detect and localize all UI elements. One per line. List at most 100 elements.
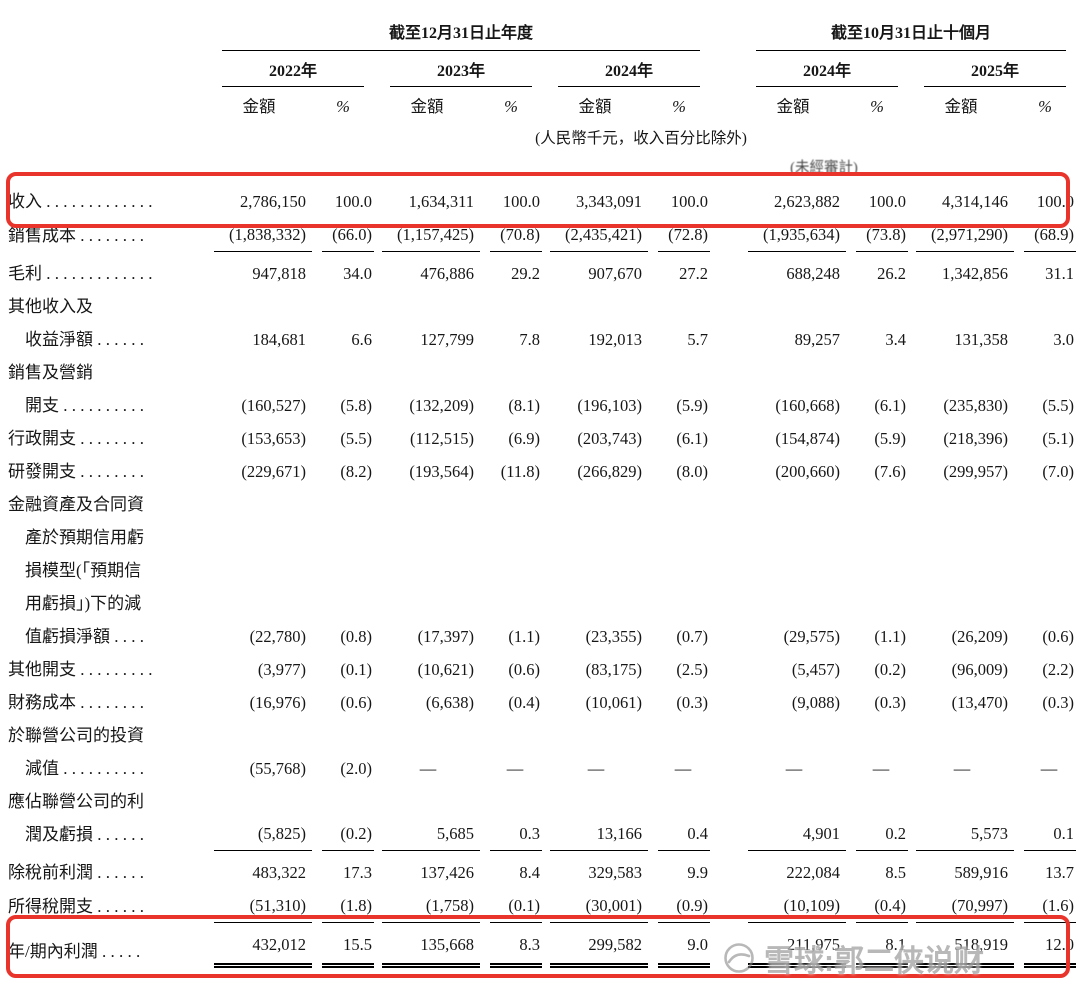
units-note-row: (人民幣千元，收入百分比除外) xyxy=(8,118,1076,152)
table-row: 所得稅開支 . . . . . . (51,310) (1.8) (1,758) (0.… xyxy=(8,889,1076,923)
row-label-line: 年/期內利潤 . . . . . xyxy=(8,942,141,961)
percent-cell: 6.6 xyxy=(351,330,372,349)
percent-cell: 13.7 xyxy=(1045,863,1074,882)
column-gap xyxy=(710,18,740,51)
year-col-2025-interim: 2025年 xyxy=(908,51,1076,87)
column-gap xyxy=(710,290,740,356)
year-col-2022: 2022年 xyxy=(206,51,374,87)
table-row: 財務成本 . . . . . . . . (16,976) (0.6) (6,638)… xyxy=(8,686,1076,719)
column-gap xyxy=(710,889,740,923)
row-label-line: 潤及虧損 . . . . . . xyxy=(25,825,144,844)
percent-cell: 7.8 xyxy=(519,330,540,349)
percent-cell: 100.0 xyxy=(1036,192,1074,211)
amount-header: 金額 xyxy=(944,97,978,116)
amount-cell: (10,061) xyxy=(585,693,642,712)
year-label: 2024年 xyxy=(558,51,700,87)
percent-cell: 8.3 xyxy=(480,923,542,968)
percent-cell: 0.4 xyxy=(648,785,710,851)
percent-cell: (0.3) xyxy=(676,693,708,712)
percent-cell: (5.9) xyxy=(676,396,708,415)
amount-cell: 483,322 xyxy=(252,863,306,882)
amount-cell: 1,634,311 xyxy=(408,192,474,211)
amount-cell: (10,109) xyxy=(740,889,846,923)
year-label: 2023年 xyxy=(390,51,532,87)
percent-cell: (0.3) xyxy=(874,693,906,712)
amount-cell: (193,564) xyxy=(409,462,474,481)
percent-cell: (8.1) xyxy=(508,396,540,415)
spacer xyxy=(908,152,1076,180)
amount-cell: (1,935,634) xyxy=(740,218,846,252)
amount-cell: 13,166 xyxy=(542,785,648,851)
percent-cell: (73.8) xyxy=(846,218,908,252)
percent-cell: (0.4) xyxy=(508,693,540,712)
column-gap xyxy=(710,686,740,719)
spacer xyxy=(8,118,206,152)
year-col-2024: 2024年 xyxy=(542,51,710,87)
percent-cell: 34.0 xyxy=(343,264,372,283)
period-group-interim-label: 截至10月31日止十個月 xyxy=(756,18,1066,51)
amount-cell: 3,343,091 xyxy=(576,192,642,211)
column-gap xyxy=(710,488,740,653)
amount-cell: 1,342,856 xyxy=(942,264,1008,283)
percent-cell: 5.7 xyxy=(687,330,708,349)
percent-cell: (1.1) xyxy=(874,627,906,646)
amount-cell: — xyxy=(587,759,605,778)
percent-cell: 26.2 xyxy=(877,264,906,283)
row-label-line: 毛利 . . . . . . . . . . . . . xyxy=(8,264,153,283)
percent-cell: — xyxy=(506,759,524,778)
column-gap xyxy=(710,87,740,118)
percent-cell: 15.5 xyxy=(312,923,374,968)
percent-cell: (1.8) xyxy=(312,889,374,923)
percent-cell: 9.9 xyxy=(687,863,708,882)
column-gap xyxy=(710,719,740,785)
amount-cell: 907,670 xyxy=(588,264,642,283)
table-row: 銷售成本 . . . . . . . . (1,838,332) (66.0) (1,… xyxy=(8,218,1076,252)
amount-cell: 127,799 xyxy=(420,330,474,349)
percent-header: % xyxy=(672,97,686,116)
amount-cell: (10,621) xyxy=(417,660,474,679)
table-row: 毛利 . . . . . . . . . . . . . 947,818 34.0 4… xyxy=(8,252,1076,290)
table-row: 行政開支 . . . . . . . . (153,653) (5.5) (112,5… xyxy=(8,422,1076,455)
percent-cell: — xyxy=(872,759,890,778)
percent-cell: (5.1) xyxy=(1042,429,1074,448)
row-label-line: 金融資產及合同資 xyxy=(8,495,144,514)
percent-cell: (0.2) xyxy=(874,660,906,679)
row-label-line: 開支 . . . . . . . . . . xyxy=(25,396,144,415)
percent-cell: (0.4) xyxy=(846,889,908,923)
year-label: 2025年 xyxy=(924,51,1066,87)
row-label: 收入 . . . . . . . . . . . . . xyxy=(8,180,206,218)
percent-cell: (1.1) xyxy=(508,627,540,646)
row-label-line: 銷售及營銷 xyxy=(8,363,93,382)
amount-cell: (200,660) xyxy=(775,462,840,481)
amount-cell: (17,397) xyxy=(417,627,474,646)
percent-cell: 29.2 xyxy=(511,264,540,283)
row-label: 於聯營公司的投資 減值 . . . . . . . . . . xyxy=(8,719,206,785)
row-label-line: 收入 . . . . . . . . . . . . . xyxy=(8,192,153,211)
column-gap xyxy=(710,152,740,180)
year-header-row: 2022年 2023年 2024年 2024年 2025年 xyxy=(8,51,1076,87)
table-body: 收入 . . . . . . . . . . . . . 2,786,150 100… xyxy=(8,180,1076,968)
income-statement-table: 截至12月31日止年度 截至10月31日止十個月 2022年 2023年 202… xyxy=(8,18,1076,968)
percent-cell: 100.0 xyxy=(502,192,540,211)
column-gap xyxy=(710,455,740,488)
percent-cell: (72.8) xyxy=(648,218,710,252)
percent-cell: (2.0) xyxy=(340,759,372,778)
percent-cell: 17.3 xyxy=(343,863,372,882)
amount-cell: (160,668) xyxy=(775,396,840,415)
percent-cell: (68.9) xyxy=(1014,218,1076,252)
table-row: 年/期內利潤 . . . . . 432,012 15.5 135,668 8.3 299… xyxy=(8,923,1076,968)
row-label: 毛利 . . . . . . . . . . . . . xyxy=(8,252,206,290)
row-label-line: 應佔聯營公司的利 xyxy=(8,792,144,811)
table-row: 收入 . . . . . . . . . . . . . 2,786,150 100… xyxy=(8,180,1076,218)
row-label: 財務成本 . . . . . . . . xyxy=(8,686,206,719)
row-label-line: 用虧損」)下的減 xyxy=(25,594,142,613)
percent-cell: (7.0) xyxy=(1042,462,1074,481)
percent-cell: 9.0 xyxy=(648,923,710,968)
row-label: 研發開支 . . . . . . . . xyxy=(8,455,206,488)
amount-cell: 518,919 xyxy=(908,923,1014,968)
amount-cell: (1,758) xyxy=(374,889,480,923)
amount-cell: (30,001) xyxy=(542,889,648,923)
row-label-line: 減值 . . . . . . . . . . xyxy=(25,759,144,778)
percent-cell: 8.5 xyxy=(885,863,906,882)
